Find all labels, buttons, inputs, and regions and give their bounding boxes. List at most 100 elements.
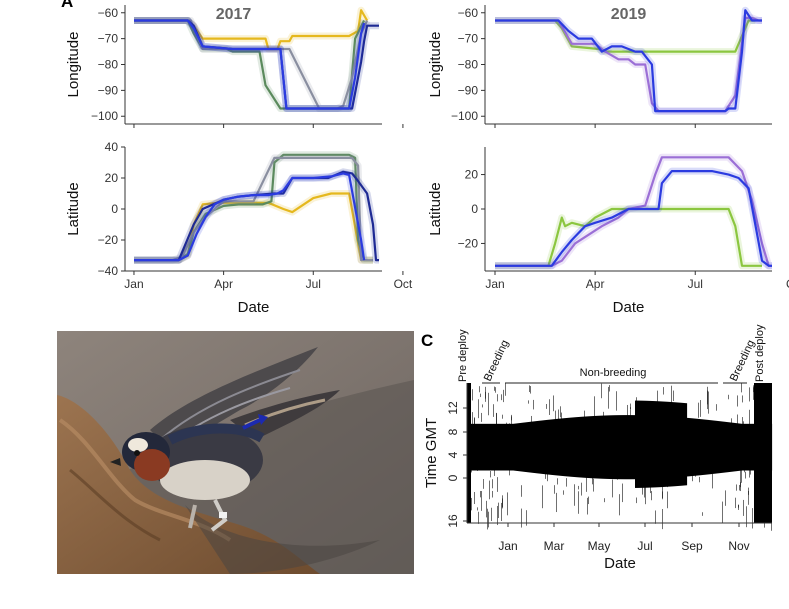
activity-band [740,423,742,471]
activity-band [491,423,493,471]
series-band [134,168,380,264]
activity-band [580,416,582,478]
activity-band [582,416,584,478]
activity-tick [753,387,754,400]
activity-band [625,415,627,480]
activity-tick [731,418,732,431]
x-tick-label: Oct [394,277,413,291]
activity-tick [667,469,668,488]
activity-tick [637,409,638,429]
activity-tick [500,433,501,454]
activity-band [567,417,569,477]
activity-tick [752,423,753,430]
activity-band [733,422,735,472]
actogram-x-tick-label: Sep [681,539,703,553]
activity-band [545,420,547,475]
activity-band [565,418,567,477]
activity-tick [690,440,691,454]
activity-band [722,421,724,473]
activity-tick [746,506,747,528]
activity-band [666,401,668,487]
activity-band [541,420,543,474]
activity-band [627,415,629,480]
activity-band [534,421,536,474]
activity-band [687,417,689,477]
activity-tick [493,435,494,449]
activity-tick [741,383,742,393]
series-band [495,205,762,270]
activity-tick [501,451,502,467]
activity-band [597,415,599,479]
series-line [134,19,366,110]
y-tick-label: −70 [98,32,119,46]
activity-band [726,421,728,473]
activity-band [589,416,591,479]
actogram-activity [467,383,773,531]
activity-band [684,403,686,486]
activity-band [475,423,477,471]
activity-tick [750,428,751,438]
activity-tick [716,404,717,411]
activity-tick [739,484,740,491]
activity-tick [646,466,647,472]
activity-tick [655,408,656,412]
activity-band [535,421,537,474]
activity-tick [491,433,492,441]
activity-band [570,417,572,477]
activity-band [623,415,625,480]
activity-tick [506,463,507,469]
activity-band [658,401,660,488]
activity-tick [581,482,582,496]
activity-band [501,423,503,471]
activity-tick [495,452,496,462]
activity-tick [499,459,500,465]
activity-tick [503,445,504,455]
activity-tick [578,491,579,514]
activity-tick [724,447,725,465]
activity-tick [509,423,510,439]
activity-band [691,418,693,477]
activity-tick [480,393,481,398]
activity-tick [542,485,543,509]
activity-tick [742,417,743,439]
activity-tick [616,391,617,411]
activity-tick [592,464,593,485]
activity-tick [555,410,556,430]
activity-band [594,415,596,479]
activity-band [550,419,552,475]
activity-band [531,421,533,473]
activity-tick [749,409,750,427]
activity-tick [749,462,750,478]
activity-tick [501,502,502,521]
activity-tick [546,403,547,409]
activity-band [654,401,656,488]
activity-tick [507,492,508,516]
activity-band [602,415,604,479]
y-tick-label: −60 [458,6,479,20]
activity-band [494,423,496,471]
chart-latitude-2019: 20 0 −20 Jan Apr Jul Oct Latitude Date [427,147,789,316]
activity-band [650,400,652,488]
x-tick-label: Oct [786,277,789,291]
activity-band [608,415,610,479]
activity-band [665,401,667,487]
activity-band [636,400,638,488]
activity-band [584,416,586,478]
activity-tick [563,458,564,475]
activity-tick [743,499,744,516]
activity-band [555,419,557,476]
activity-band [509,423,511,471]
activity-band [604,415,606,479]
activity-band [524,422,526,472]
activity-band [622,415,624,480]
activity-band [522,422,524,472]
activity-tick [676,446,677,463]
activity-band [508,423,510,471]
activity-tick [561,412,562,435]
activity-tick [750,470,751,475]
actogram-y-tick-label: 4 [446,451,460,458]
actogram-y-title: Time GMT [423,418,440,488]
activity-tick [706,465,707,473]
activity-band [476,423,478,471]
activity-band [587,416,589,478]
